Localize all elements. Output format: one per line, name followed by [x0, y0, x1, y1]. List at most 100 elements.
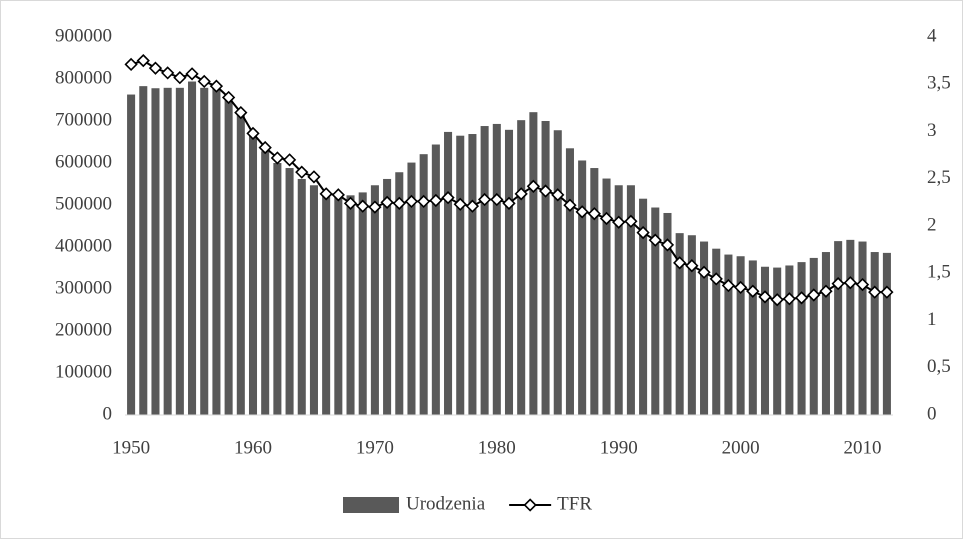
bar [760, 266, 770, 415]
marker [234, 105, 248, 120]
bar [736, 256, 745, 415]
bar [261, 151, 270, 416]
bar [395, 172, 404, 415]
bar [236, 111, 245, 415]
bar [809, 257, 818, 415]
marker [868, 285, 882, 299]
marker [551, 188, 565, 202]
bar [687, 235, 696, 415]
marker [770, 293, 784, 307]
marker [477, 192, 492, 207]
bar [127, 94, 136, 415]
y-tick-label: 800000 [55, 67, 112, 88]
marker [490, 192, 504, 207]
marker [502, 196, 516, 210]
y2-tick-label: 0 [927, 403, 937, 424]
bar [224, 97, 233, 416]
x-tick-label: 1990 [600, 437, 638, 458]
bar [383, 178, 392, 415]
bar [858, 241, 867, 415]
marker [282, 153, 297, 167]
bar [139, 86, 148, 415]
y-tick-label: 600000 [55, 151, 112, 172]
marker [148, 61, 163, 75]
marker [721, 278, 736, 293]
marker [258, 140, 272, 155]
bar [870, 252, 879, 415]
marker [648, 233, 662, 247]
bar [248, 134, 258, 415]
legend-swatch [343, 497, 399, 513]
bar [175, 87, 184, 415]
bar [322, 192, 331, 415]
y-tick-label: 400000 [55, 235, 112, 256]
bar [846, 239, 855, 415]
marker [575, 205, 589, 219]
bar [200, 87, 209, 415]
marker [209, 79, 224, 93]
marker [380, 195, 394, 210]
bar [285, 168, 294, 415]
x-tick-label: 2010 [844, 437, 882, 458]
marker [831, 277, 845, 291]
marker [733, 280, 748, 295]
bar [297, 178, 306, 415]
marker [185, 67, 199, 81]
bar [712, 248, 721, 415]
marker [587, 207, 601, 221]
marker [368, 200, 382, 214]
marker [221, 90, 236, 105]
marker [807, 288, 821, 302]
bar [821, 252, 830, 415]
bar [700, 241, 709, 415]
marker [429, 193, 443, 208]
bar [785, 265, 794, 415]
bar [370, 185, 379, 415]
x-tick-label: 1960 [234, 437, 272, 458]
marker [673, 256, 687, 270]
y2-tick-label: 3,5 [927, 73, 951, 94]
marker [124, 57, 138, 72]
x-tick-label: 1950 [112, 437, 150, 458]
bar [212, 86, 221, 415]
bar [675, 233, 684, 415]
bar [517, 120, 526, 415]
bar [358, 192, 367, 415]
y-tick-label: 100000 [55, 361, 112, 382]
bar [456, 135, 465, 415]
bar [553, 130, 562, 416]
bar [444, 131, 453, 416]
bar [651, 207, 660, 415]
y2-tick-label: 1 [927, 309, 937, 330]
marker [404, 194, 419, 209]
marker [880, 285, 894, 299]
marker [636, 225, 650, 240]
marker [855, 277, 870, 292]
marker [343, 196, 358, 210]
marker [136, 53, 150, 68]
bar [346, 195, 355, 415]
bar [834, 241, 843, 415]
bar [541, 121, 550, 415]
marker [660, 238, 675, 252]
legend-marker [523, 498, 537, 512]
marker [417, 194, 431, 209]
marker [758, 290, 772, 304]
marker [246, 126, 260, 141]
bar [492, 123, 501, 415]
marker [685, 259, 699, 273]
marker [612, 215, 626, 229]
marker [697, 265, 711, 279]
bar [480, 126, 489, 415]
bar [773, 267, 782, 415]
y-tick-label: 700000 [55, 109, 112, 130]
bar [309, 185, 318, 415]
marker [392, 196, 406, 210]
y-tick-label: 200000 [55, 319, 112, 340]
bar [273, 163, 282, 415]
legend-label: TFR [557, 493, 592, 514]
bar [578, 160, 587, 415]
marker [356, 199, 370, 213]
marker [746, 284, 760, 298]
